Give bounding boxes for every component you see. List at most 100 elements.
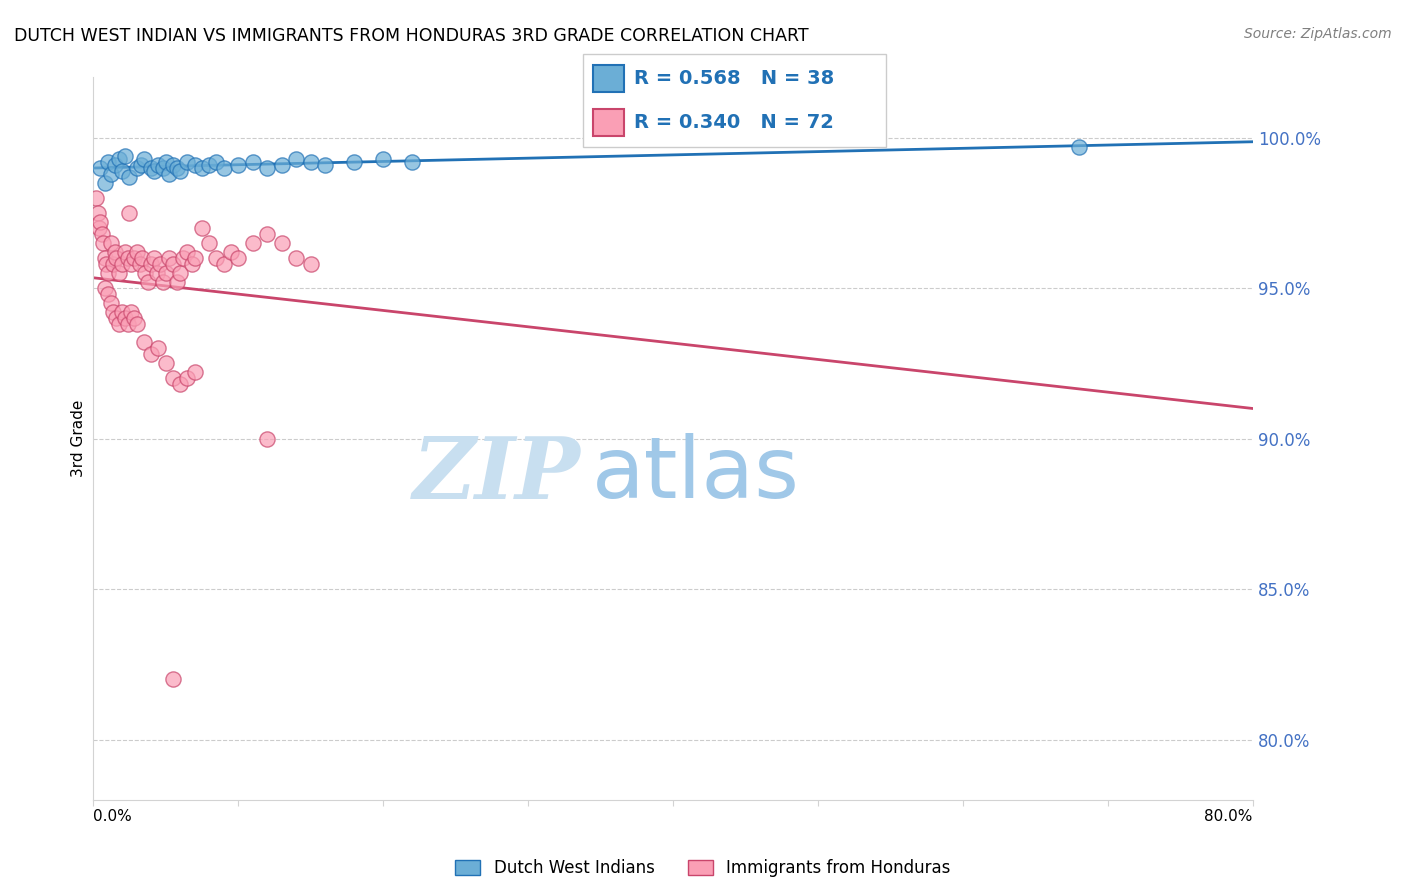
Point (90, 227, 112, 241)
Point (162, 371, 184, 385)
Point (108, 152, 131, 166)
Point (105, 311, 128, 326)
Point (242, 154, 264, 169)
Point (180, 257, 202, 271)
Point (183, 158, 205, 172)
Point (143, 163, 166, 178)
Point (103, 305, 125, 319)
Point (256, 432, 278, 446)
Point (183, 366, 205, 380)
Point (117, 318, 139, 332)
Point (1067, 139, 1090, 153)
Y-axis label: 3rd Grade: 3rd Grade (72, 400, 86, 477)
Point (100, 167, 122, 181)
Point (176, 371, 198, 385)
Point (162, 257, 184, 271)
Point (114, 245, 136, 260)
Point (162, 673, 184, 687)
Point (166, 161, 188, 175)
Point (108, 318, 131, 332)
Point (128, 257, 150, 271)
Point (118, 169, 141, 184)
Point (125, 318, 148, 332)
Point (155, 266, 177, 280)
Point (91, 235, 114, 250)
Point (256, 227, 278, 241)
Point (120, 257, 142, 271)
Point (111, 257, 134, 271)
Point (89, 215, 111, 229)
Point (169, 377, 191, 392)
Point (120, 305, 142, 319)
Point (104, 245, 127, 260)
Point (97, 154, 120, 169)
Point (401, 154, 423, 169)
Point (125, 161, 148, 175)
Point (371, 152, 394, 166)
Point (169, 266, 191, 280)
Point (105, 251, 128, 265)
Point (97, 287, 120, 301)
Point (226, 251, 249, 265)
Point (143, 251, 166, 265)
Point (299, 154, 322, 169)
Point (149, 257, 172, 271)
Point (212, 161, 235, 175)
Text: R = 0.568   N = 38: R = 0.568 N = 38 (634, 69, 834, 88)
Point (94, 281, 117, 295)
Text: atlas: atlas (592, 434, 800, 516)
Point (87, 221, 110, 235)
Point (148, 342, 170, 356)
Point (131, 251, 153, 265)
Point (146, 266, 169, 280)
Point (152, 275, 174, 289)
Point (155, 154, 177, 169)
Point (118, 206, 141, 220)
Point (132, 335, 155, 350)
Point (270, 158, 292, 172)
Point (285, 152, 308, 166)
Point (205, 154, 228, 169)
Text: Source: ZipAtlas.com: Source: ZipAtlas.com (1244, 27, 1392, 41)
Point (100, 235, 122, 250)
Point (122, 251, 145, 265)
Point (226, 158, 249, 172)
Point (114, 149, 136, 163)
Point (89, 161, 111, 175)
Point (162, 158, 184, 172)
Point (94, 251, 117, 265)
Point (212, 257, 235, 271)
Point (183, 251, 205, 265)
Point (111, 163, 134, 178)
Point (141, 161, 163, 175)
Point (100, 296, 122, 310)
Point (256, 161, 278, 175)
Point (169, 163, 191, 178)
Point (94, 176, 117, 190)
Point (242, 235, 264, 250)
Point (299, 257, 322, 271)
Point (122, 311, 145, 326)
Point (141, 347, 163, 361)
Point (157, 251, 180, 265)
Point (152, 161, 174, 175)
Point (134, 266, 156, 280)
Point (191, 161, 214, 175)
Point (155, 356, 177, 370)
Point (285, 251, 308, 265)
Point (96, 257, 118, 271)
Point (84, 191, 107, 205)
Point (104, 158, 127, 172)
Point (97, 266, 120, 280)
Point (148, 158, 170, 172)
Point (129, 158, 152, 172)
Point (270, 235, 292, 250)
Point (125, 245, 148, 260)
Point (314, 158, 336, 172)
Point (157, 167, 180, 181)
Text: R = 0.340   N = 72: R = 0.340 N = 72 (634, 112, 834, 132)
Point (111, 305, 134, 319)
Point (166, 275, 188, 289)
Text: 80.0%: 80.0% (1205, 809, 1253, 824)
Point (205, 251, 228, 265)
